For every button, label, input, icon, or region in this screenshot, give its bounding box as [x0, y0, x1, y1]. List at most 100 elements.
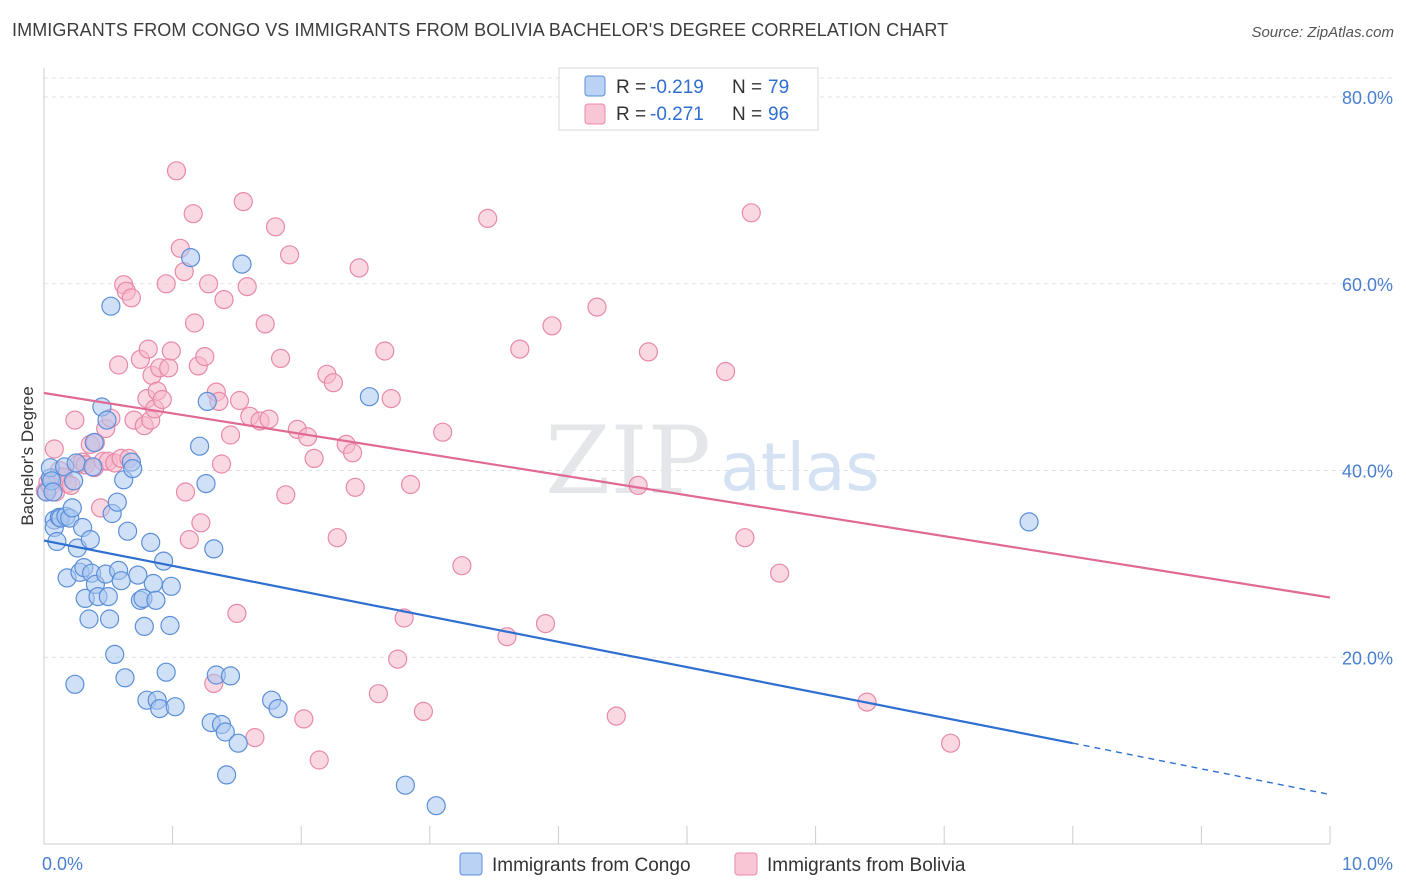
point-bolivia-49	[184, 313, 205, 333]
series-legend-swatch-congo	[459, 852, 483, 876]
point-congo-70	[217, 765, 237, 785]
point-bolivia-69	[265, 217, 286, 237]
point-bolivia-65	[245, 727, 265, 748]
point-bolivia-52	[195, 347, 215, 367]
y-tick-label-60: 60.0%	[1342, 275, 1393, 295]
point-congo-27	[84, 432, 104, 453]
point-congo-14	[62, 498, 82, 518]
legend-r-label-bolivia: R =	[616, 104, 646, 125]
point-congo-58	[160, 615, 180, 636]
point-bolivia-23	[108, 355, 129, 375]
point-congo-71	[220, 666, 241, 686]
legend-r-value-congo: -0.219	[650, 77, 704, 98]
series-legend: Immigrants from Congo Immigrants from Bo…	[459, 852, 966, 876]
point-congo-75	[268, 698, 288, 719]
point-congo-78	[426, 796, 446, 816]
series-legend-swatch-bolivia	[734, 852, 758, 876]
axes	[43, 68, 1331, 845]
legend-n-label-bolivia: N =	[732, 104, 762, 125]
legend-n-value-bolivia: 96	[768, 104, 789, 125]
source-credit: Source: ZipAtlas.com	[1251, 24, 1394, 41]
point-bolivia-106	[769, 563, 790, 583]
point-congo-15	[63, 471, 84, 491]
point-bolivia-93	[452, 556, 472, 576]
point-congo-24	[80, 529, 100, 550]
point-congo-45	[123, 459, 143, 479]
point-congo-56	[154, 551, 174, 571]
legend-n-value-congo: 79	[768, 77, 789, 98]
point-bolivia-84	[349, 258, 369, 278]
legend-r-value-bolivia: -0.271	[650, 104, 704, 125]
point-bolivia-57	[211, 454, 232, 474]
watermark: ZIP atlas	[545, 407, 880, 516]
point-congo-26	[83, 457, 103, 477]
point-bolivia-100	[606, 706, 626, 726]
point-congo-76	[359, 387, 379, 407]
point-bolivia-43	[166, 161, 187, 181]
point-congo-17	[66, 453, 86, 473]
point-congo-34	[99, 609, 120, 629]
watermark-zip: ZIP	[545, 407, 711, 516]
point-congo-72	[228, 733, 248, 753]
series-legend-label-bolivia: Immigrants from Bolivia	[767, 855, 966, 876]
point-bolivia-98	[542, 316, 562, 336]
point-bolivia-108	[940, 733, 961, 753]
point-bolivia-67	[255, 314, 275, 334]
point-congo-64	[197, 391, 217, 411]
point-bolivia-41	[159, 358, 179, 378]
point-bolivia-97	[535, 613, 556, 634]
watermark-atlas: atlas	[720, 429, 880, 506]
point-congo-63	[196, 474, 216, 494]
point-bolivia-91	[413, 701, 433, 722]
point-bolivia-61	[229, 390, 250, 411]
point-bolivia-76	[304, 448, 324, 468]
point-bolivia-105	[741, 203, 761, 223]
point-congo-77	[395, 775, 415, 795]
point-congo-60	[165, 697, 185, 717]
point-bolivia-72	[280, 245, 300, 265]
point-bolivia-82	[343, 443, 363, 463]
point-congo-38	[107, 492, 127, 512]
point-bolivia-79	[323, 373, 343, 393]
point-congo-33	[98, 586, 118, 607]
point-bolivia-3	[44, 439, 64, 459]
point-bolivia-88	[388, 649, 408, 669]
point-congo-62	[190, 436, 210, 456]
point-bolivia-71	[276, 485, 296, 505]
point-bolivia-70	[271, 348, 291, 368]
point-bolivia-90	[400, 474, 421, 495]
y-tick-label-40: 40.0%	[1342, 462, 1393, 482]
point-bolivia-46	[175, 482, 196, 502]
point-congo-32	[97, 410, 117, 430]
point-bolivia-83	[345, 477, 365, 497]
point-bolivia-40	[156, 274, 176, 294]
trend-lines	[43, 391, 1331, 796]
point-congo-40	[111, 571, 131, 591]
point-bolivia-53	[199, 274, 219, 294]
x-tick-label-1: 10.0%	[1342, 854, 1393, 874]
point-congo-43	[117, 521, 138, 541]
trend-line-bolivia	[43, 391, 1331, 599]
point-congo-53	[146, 590, 166, 610]
point-bolivia-89	[394, 608, 414, 628]
tick-labels: 20.0% 40.0% 60.0% 80.0% 0.0% 10.0%	[42, 88, 1393, 874]
x-tick-label-0: 0.0%	[42, 854, 83, 874]
point-bolivia-48	[183, 204, 203, 224]
point-bolivia-74	[294, 709, 314, 729]
point-bolivia-39	[152, 389, 172, 410]
point-bolivia-94	[478, 208, 498, 228]
point-congo-61	[181, 248, 201, 268]
point-congo-66	[204, 539, 224, 559]
point-bolivia-47	[179, 529, 199, 550]
series-legend-label-congo: Immigrants from Congo	[492, 855, 691, 876]
point-bolivia-96	[510, 339, 530, 359]
point-bolivia-63	[237, 277, 257, 297]
chart-title: IMMIGRANTS FROM CONGO VS IMMIGRANTS FROM…	[12, 20, 949, 40]
point-bolivia-87	[381, 389, 401, 409]
stats-legend: R = -0.219 N = 79 R = -0.271 N = 96	[558, 67, 819, 131]
legend-swatch-congo	[584, 75, 606, 97]
point-congo-79	[1019, 512, 1039, 532]
point-congo-46	[128, 565, 148, 585]
point-bolivia-102	[638, 342, 659, 362]
